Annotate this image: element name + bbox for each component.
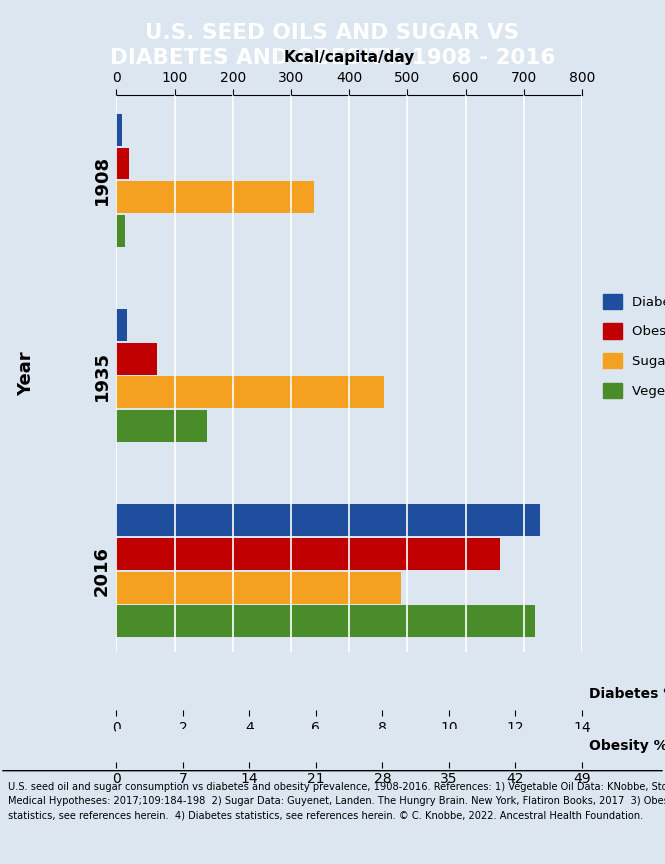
Bar bbox=[116, 572, 402, 604]
Bar bbox=[116, 148, 129, 180]
Text: Diabetes %: Diabetes % bbox=[589, 687, 665, 701]
Bar bbox=[116, 215, 124, 247]
Bar bbox=[116, 114, 122, 146]
Text: Year: Year bbox=[17, 352, 36, 396]
Bar bbox=[116, 181, 314, 213]
Bar bbox=[116, 606, 535, 638]
Text: U.S. SEED OILS AND SUGAR VS
DIABETES AND OBESITY. 1908 - 2016: U.S. SEED OILS AND SUGAR VS DIABETES AND… bbox=[110, 22, 555, 68]
Text: U.S. seed oil and sugar consumption vs diabetes and obesity prevalence, 1908-201: U.S. seed oil and sugar consumption vs d… bbox=[8, 782, 665, 821]
Bar bbox=[116, 377, 384, 409]
Bar bbox=[116, 309, 127, 340]
X-axis label: Kcal/capita/day: Kcal/capita/day bbox=[283, 50, 415, 66]
Bar bbox=[116, 410, 207, 442]
Bar bbox=[116, 343, 157, 375]
Bar bbox=[116, 538, 501, 569]
Bar bbox=[116, 504, 540, 536]
Text: Obesity %: Obesity % bbox=[589, 739, 665, 753]
Legend: Diabetes %, Obesity %, Sugar Consumption, Vegetable Oil Consumption: Diabetes %, Obesity %, Sugar Consumption… bbox=[598, 289, 665, 403]
